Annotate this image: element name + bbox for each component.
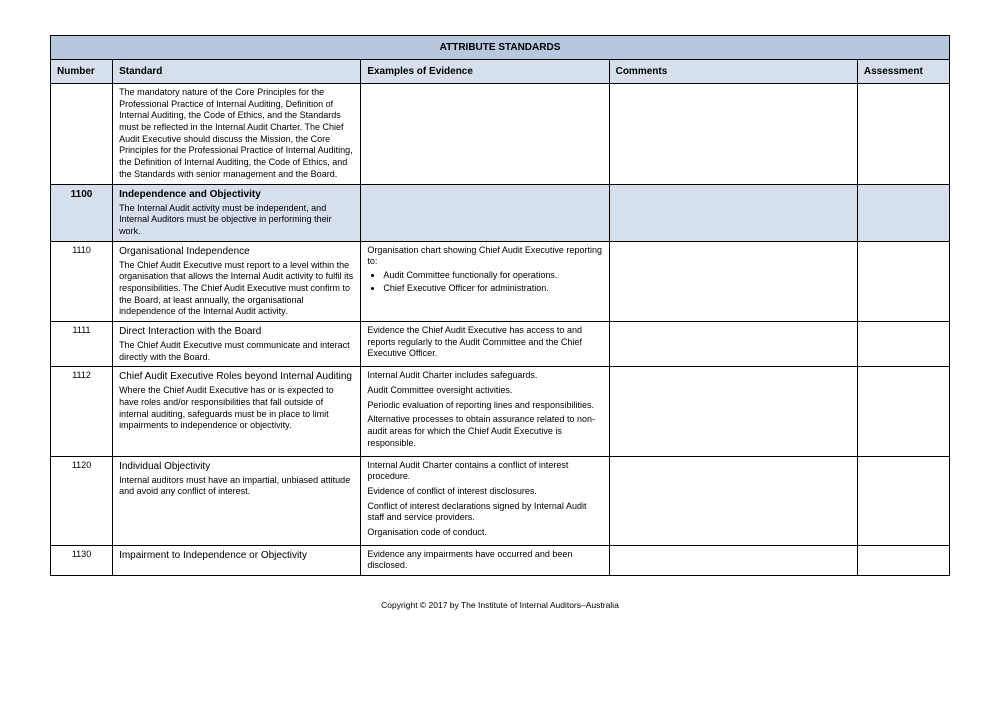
cell-evidence: Internal Audit Charter includes safeguar… — [361, 367, 609, 456]
col-header-comments: Comments — [609, 60, 857, 84]
cell-comments — [609, 322, 857, 367]
evidence-item: Internal Audit Charter includes safeguar… — [367, 370, 602, 382]
cell-assessment — [857, 241, 949, 321]
cell-comments — [609, 367, 857, 456]
cell-evidence — [361, 184, 609, 241]
table-header-row: Number Standard Examples of Evidence Com… — [51, 60, 950, 84]
cell-assessment — [857, 184, 949, 241]
table-title-row: ATTRIBUTE STANDARDS — [51, 36, 950, 60]
evidence-item: Periodic evaluation of reporting lines a… — [367, 400, 602, 412]
standard-title: Chief Audit Executive Roles beyond Inter… — [119, 370, 354, 383]
cell-standard: Direct Interaction with the Board The Ch… — [113, 322, 361, 367]
cell-number: 1130 — [51, 545, 113, 575]
cell-comments — [609, 84, 857, 185]
cell-assessment — [857, 367, 949, 456]
col-header-assessment: Assessment — [857, 60, 949, 84]
cell-evidence — [361, 84, 609, 185]
cell-number: 1120 — [51, 456, 113, 545]
table-row: The mandatory nature of the Core Princip… — [51, 84, 950, 185]
standard-title: Direct Interaction with the Board — [119, 325, 354, 338]
standard-desc: The Chief Audit Executive must communica… — [119, 340, 354, 363]
col-header-number: Number — [51, 60, 113, 84]
evidence-list: Audit Committee functionally for operati… — [367, 270, 602, 294]
cell-assessment — [857, 84, 949, 185]
table-row: 1112 Chief Audit Executive Roles beyond … — [51, 367, 950, 456]
evidence-item: Chief Executive Officer for administrati… — [383, 283, 602, 295]
section-row-1100: 1100 Independence and Objectivity The In… — [51, 184, 950, 241]
standard-desc: Internal auditors must have an impartial… — [119, 475, 354, 498]
cell-standard: Individual Objectivity Internal auditors… — [113, 456, 361, 545]
cell-evidence: Organisation chart showing Chief Audit E… — [361, 241, 609, 321]
table-row: 1111 Direct Interaction with the Board T… — [51, 322, 950, 367]
standard-desc: Where the Chief Audit Executive has or i… — [119, 385, 354, 432]
copyright-footer: Copyright © 2017 by The Institute of Int… — [50, 600, 950, 610]
cell-number: 1100 — [51, 184, 113, 241]
cell-assessment — [857, 456, 949, 545]
standard-desc: The mandatory nature of the Core Princip… — [119, 87, 354, 181]
cell-standard: Independence and Objectivity The Interna… — [113, 184, 361, 241]
cell-number: 1111 — [51, 322, 113, 367]
evidence-item: Alternative processes to obtain assuranc… — [367, 414, 602, 449]
cell-number: 1112 — [51, 367, 113, 456]
col-header-standard: Standard — [113, 60, 361, 84]
standard-title: Individual Objectivity — [119, 460, 354, 473]
cell-number: 1110 — [51, 241, 113, 321]
table-row: 1120 Individual Objectivity Internal aud… — [51, 456, 950, 545]
standard-title: Independence and Objectivity — [119, 188, 354, 201]
standard-title: Impairment to Independence or Objectivit… — [119, 549, 354, 562]
evidence-intro: Organisation chart showing Chief Audit E… — [367, 245, 602, 268]
table-title: ATTRIBUTE STANDARDS — [51, 36, 950, 60]
cell-comments — [609, 545, 857, 575]
cell-comments — [609, 241, 857, 321]
cell-number — [51, 84, 113, 185]
evidence-text: Evidence any impairments have occurred a… — [367, 549, 602, 572]
cell-evidence: Internal Audit Charter contains a confli… — [361, 456, 609, 545]
cell-evidence: Evidence the Chief Audit Executive has a… — [361, 322, 609, 367]
standard-title: Organisational Independence — [119, 245, 354, 258]
cell-standard: The mandatory nature of the Core Princip… — [113, 84, 361, 185]
evidence-item: Internal Audit Charter contains a confli… — [367, 460, 602, 483]
evidence-item: Audit Committee functionally for operati… — [383, 270, 602, 282]
cell-comments — [609, 184, 857, 241]
evidence-item: Evidence of conflict of interest disclos… — [367, 486, 602, 498]
table-row: 1130 Impairment to Independence or Objec… — [51, 545, 950, 575]
cell-assessment — [857, 545, 949, 575]
evidence-item: Organisation code of conduct. — [367, 527, 602, 539]
evidence-item: Conflict of interest declarations signed… — [367, 501, 602, 524]
table-row: 1110 Organisational Independence The Chi… — [51, 241, 950, 321]
standard-desc: The Chief Audit Executive must report to… — [119, 260, 354, 318]
cell-standard: Chief Audit Executive Roles beyond Inter… — [113, 367, 361, 456]
standards-table: ATTRIBUTE STANDARDS Number Standard Exam… — [50, 35, 950, 576]
standard-desc: The Internal Audit activity must be inde… — [119, 203, 354, 238]
cell-standard: Organisational Independence The Chief Au… — [113, 241, 361, 321]
cell-evidence: Evidence any impairments have occurred a… — [361, 545, 609, 575]
cell-standard: Impairment to Independence or Objectivit… — [113, 545, 361, 575]
evidence-text: Evidence the Chief Audit Executive has a… — [367, 325, 602, 360]
cell-comments — [609, 456, 857, 545]
evidence-item: Audit Committee oversight activities. — [367, 385, 602, 397]
cell-assessment — [857, 322, 949, 367]
col-header-evidence: Examples of Evidence — [361, 60, 609, 84]
